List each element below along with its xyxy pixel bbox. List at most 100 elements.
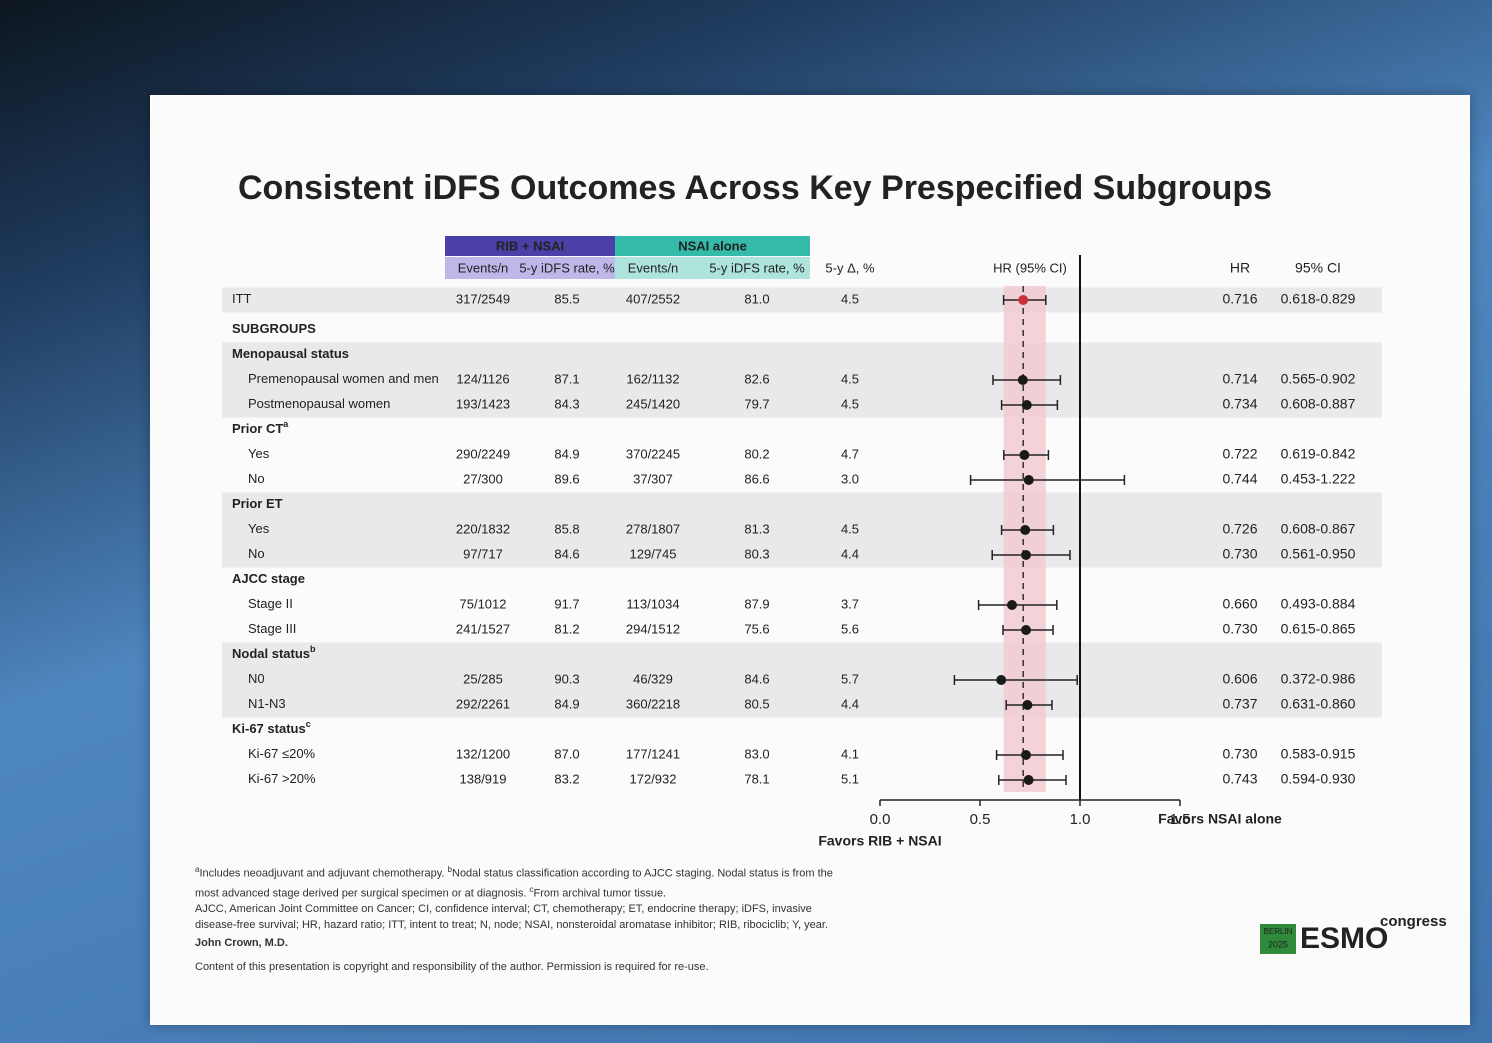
events-cell: 138/919 [460,771,507,786]
rate-cell: 80.3 [744,546,769,561]
ci-cell: 0.561-0.950 [1281,546,1356,562]
delta-cell: 5.7 [841,671,859,686]
row-shade [222,392,1382,418]
ci-cell: 0.453-1.222 [1281,471,1356,487]
itt-ci-band [1003,286,1046,792]
events-cell: 177/1241 [626,746,680,761]
delta-cell: 4.4 [841,546,859,561]
row-label-text: Yes [248,521,270,536]
favors-left: Favors RIB + NSAI [818,833,941,849]
row-label-text: N1-N3 [248,696,286,711]
rate-cell: 80.2 [744,446,769,461]
row-label: No [248,471,265,486]
row-label-text: SUBGROUPS [232,321,316,336]
hr-cell: 0.722 [1222,446,1257,462]
hr-cell: 0.734 [1222,396,1257,412]
ci-cell: 0.608-0.887 [1281,396,1356,412]
row-label: Postmenopausal women [248,396,390,411]
delta-cell: 3.0 [841,471,859,486]
rate-cell: 81.0 [744,291,769,306]
row-label: Ki-67 ≤20% [248,746,316,761]
row-label: Yes [248,446,270,461]
rate-cell: 85.5 [554,291,579,306]
row-label-text: ITT [232,291,252,306]
events-cell: 75/1012 [460,596,507,611]
x-tick-label: 1.5 [1170,811,1191,828]
hr-point [1021,750,1031,760]
footnote-line: aIncludes neoadjuvant and adjuvant chemo… [195,862,835,901]
hr-cell: 0.606 [1222,671,1257,687]
footnote-mark: b [447,865,452,874]
rate-cell: 75.6 [744,621,769,636]
hr-cell: 0.744 [1222,471,1257,487]
hr-cell: 0.714 [1222,371,1257,387]
presenter: John Crown, M.D. [195,937,288,950]
events-cell: 124/1126 [456,371,509,386]
rate-cell: 84.9 [554,696,579,711]
hr-point [1018,295,1029,305]
rate-cell: 83.2 [554,771,579,786]
hr-point [996,675,1007,685]
events-cell: 46/329 [633,671,673,686]
row-label-sup: c [306,719,311,729]
row-label-text: Postmenopausal women [248,396,390,411]
footnote-text: From archival tumor tissue. [533,887,667,900]
row-label: No [248,546,265,561]
hr-point [1007,600,1017,610]
events-cell: 162/1132 [626,371,679,386]
events-cell: 294/1512 [626,621,680,636]
row-label: Stage II [248,596,293,611]
ci-cell: 0.493-0.884 [1281,596,1356,612]
hr-cell: 0.730 [1222,546,1257,562]
rate-cell: 87.9 [744,596,769,611]
hr-point [1022,700,1033,710]
hr-cell: 0.660 [1222,596,1257,612]
hr-point [1023,775,1034,785]
hr-cell: 0.730 [1222,746,1257,762]
row-label: Nodal statusb [232,644,316,661]
hr-point [1023,475,1034,485]
events-cell: 97/717 [463,546,503,561]
ci-cell: 0.618-0.829 [1281,291,1356,307]
row-label: N0 [248,671,265,686]
rate-cell: 87.0 [554,746,579,761]
events-cell: 245/1420 [626,396,680,411]
logo-name: ESMO [1300,922,1388,955]
footnote-text: Includes neoadjuvant and adjuvant chemot… [199,867,445,880]
logo-word: congress [1380,913,1447,930]
events-cell: 317/2549 [456,291,510,306]
hr-point [1021,625,1031,635]
events-cell: 25/285 [463,671,503,686]
hr-point [1021,550,1031,560]
row-shade [222,492,1382,518]
column-header: Events/n [458,260,509,275]
hr-point [1017,375,1028,385]
row-label-text: Ki-67 ≤20% [248,746,316,761]
row-shade [222,667,1382,693]
events-cell: 278/1807 [626,521,680,536]
delta-cell: 4.5 [841,291,859,306]
row-label-text: Ki-67 status [232,721,306,736]
delta-cell: 4.5 [841,396,859,411]
row-shade [222,287,1382,313]
rate-cell: 78.1 [744,771,769,786]
events-cell: 37/307 [633,471,673,486]
events-cell: 129/745 [630,546,677,561]
delta-cell: 4.5 [841,371,859,386]
ci-cell: 0.594-0.930 [1281,771,1356,787]
group-header-bar [445,236,615,256]
slide-title: Consistent iDFS Outcomes Across Key Pres… [238,169,1272,207]
rate-cell: 89.6 [554,471,579,486]
events-cell: 290/2249 [456,446,510,461]
column-header: 5-y iDFS rate, % [519,260,615,275]
x-tick-label: 1.0 [1070,811,1091,828]
footnote-text: Nodal status classification according to… [195,867,833,900]
row-label: Yes [248,521,270,536]
events-cell: 172/932 [630,771,677,786]
footnotes: aIncludes neoadjuvant and adjuvant chemo… [195,862,835,975]
rate-cell: 82.6 [744,371,769,386]
row-label: Ki-67 >20% [248,771,316,786]
row-shade [222,692,1382,718]
logo-year: 2025 [1268,939,1288,949]
